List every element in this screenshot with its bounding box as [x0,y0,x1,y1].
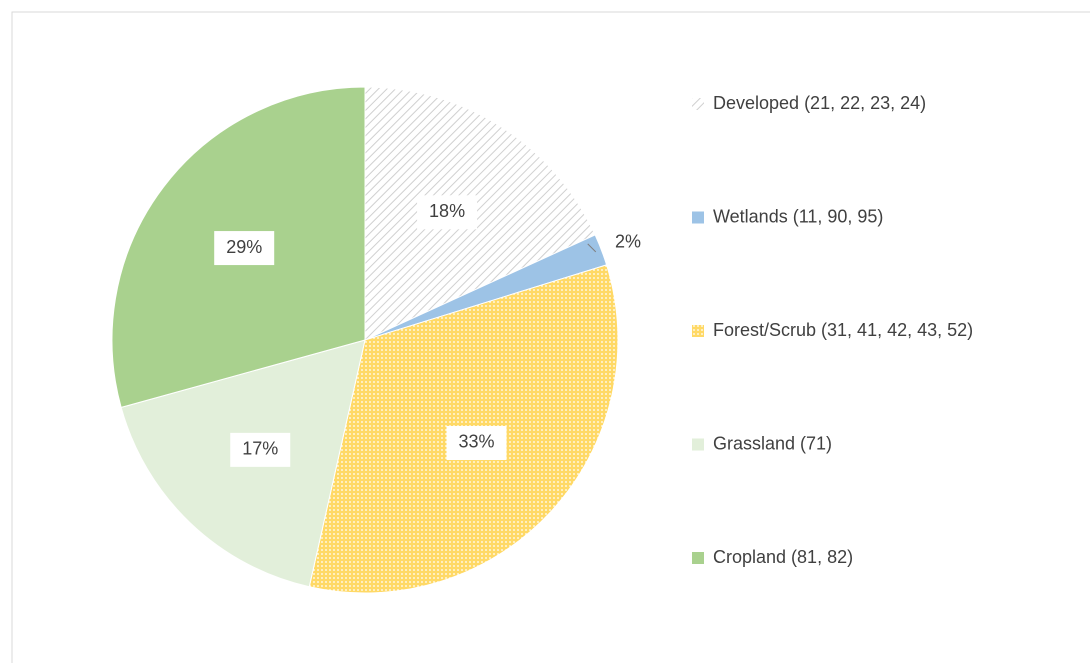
data-label: 18% [429,201,465,221]
legend-label: Developed (21, 22, 23, 24) [713,93,926,113]
pie-slice [364,86,596,341]
legend-swatch [692,552,704,564]
legend-label: Grassland (71) [713,433,832,453]
legend-swatch [692,325,704,337]
data-label-box [230,432,291,467]
legend-swatch [692,211,704,224]
data-label: 17% [242,439,278,459]
legend-label: Forest/Scrub (31, 41, 42, 43, 52) [713,320,973,340]
data-label: 29% [226,237,262,257]
data-label-box [214,231,275,266]
leader-line [587,243,597,253]
legend-label: Wetlands (11, 90, 95) [713,206,883,226]
data-label-box [446,425,507,460]
legend-label: Cropland (81, 82) [713,547,853,567]
legend-swatch [692,98,704,110]
data-label: 33% [458,432,494,452]
data-label-box [417,195,478,230]
data-label: 2% [615,231,641,251]
legend-swatch [692,438,704,451]
